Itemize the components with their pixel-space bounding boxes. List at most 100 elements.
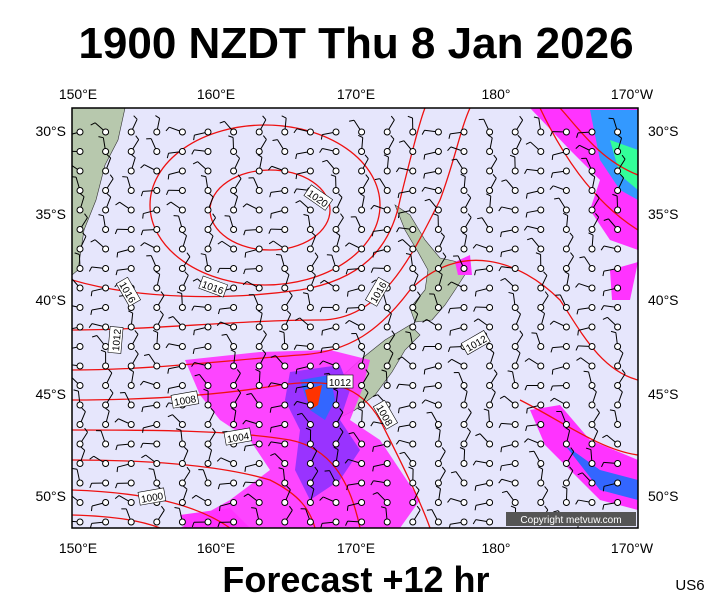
- wind-barb-feather: [210, 407, 215, 413]
- station: [76, 128, 84, 136]
- wind-barb-feather: [186, 252, 191, 257]
- station: [102, 362, 110, 370]
- isobar-label-box: [326, 374, 354, 389]
- wind-barb-feather: [501, 490, 508, 494]
- station: [383, 226, 391, 233]
- wind-barb-feather: [218, 505, 221, 512]
- station: [204, 401, 212, 409]
- station: [434, 206, 442, 214]
- station: [102, 343, 110, 350]
- wind-barb-feather: [423, 173, 426, 179]
- wind-barb-feather: [128, 310, 133, 314]
- station: [332, 440, 340, 448]
- station: [537, 382, 545, 389]
- station: [332, 206, 340, 214]
- wind-barb-feather: [268, 228, 272, 234]
- station: [511, 499, 519, 506]
- wind-barb-feather: [472, 460, 477, 466]
- station: [358, 421, 366, 428]
- wind-barb-feather: [295, 174, 298, 180]
- station: [281, 343, 289, 350]
- station: [76, 362, 84, 370]
- station: [486, 518, 494, 526]
- wind-barb-feather: [115, 445, 118, 451]
- station: [588, 499, 596, 506]
- wind-barb-feather: [72, 467, 78, 470]
- station: [76, 499, 84, 506]
- wind-barb-feather: [279, 330, 285, 333]
- isobar-label: 1004: [223, 427, 253, 446]
- wind-barb-feather: [621, 154, 626, 160]
- wind-barb-feather: [370, 267, 374, 273]
- isobars: [72, 108, 638, 528]
- station: [486, 460, 494, 467]
- wind-barb-feather: [515, 349, 521, 354]
- wind-barb-feather: [422, 346, 425, 352]
- station: [537, 421, 545, 428]
- wind-barb-feather: [372, 446, 374, 452]
- wind-barb-feather: [155, 115, 160, 119]
- station: [409, 167, 417, 175]
- wind-barb-feather: [364, 388, 369, 393]
- station: [588, 479, 596, 487]
- station: [127, 167, 135, 175]
- wind-barb-feather: [447, 281, 452, 286]
- station: [102, 440, 110, 448]
- wind-barb-feather: [114, 229, 118, 235]
- station: [562, 148, 570, 155]
- station: [281, 479, 289, 487]
- station: [127, 187, 135, 194]
- wind-barb-feather: [191, 305, 195, 311]
- wind-barb-feather: [550, 172, 554, 178]
- lat-label-left: 40°S: [35, 292, 66, 308]
- title: 1900 NZDT Thu 8 Jan 2026: [78, 19, 633, 68]
- wind-barb-feather: [533, 116, 539, 119]
- wind-barb-feather: [527, 237, 533, 241]
- station: [537, 401, 545, 409]
- wind-barb-feather: [217, 268, 221, 274]
- station: [153, 284, 161, 292]
- station: [434, 362, 442, 370]
- station: [306, 323, 314, 331]
- wind-barb-feather: [359, 193, 365, 197]
- station: [153, 479, 161, 487]
- wind-barb-feather: [577, 472, 583, 476]
- wind-barb-feather: [372, 492, 378, 495]
- station: [562, 401, 570, 409]
- wind-barb-feather: [405, 331, 411, 334]
- station: [383, 518, 391, 526]
- station: [306, 284, 314, 292]
- wind-barb-feather: [244, 252, 247, 258]
- station: [383, 148, 391, 155]
- wind-barb-feather: [348, 432, 354, 435]
- wind-barb-feather: [549, 320, 555, 325]
- wind-barb-feather: [602, 486, 605, 492]
- station: [460, 148, 468, 155]
- station: [383, 343, 391, 350]
- wind-barb-feather: [207, 446, 212, 451]
- station: [204, 440, 212, 448]
- station: [332, 323, 340, 331]
- lat-label-right: 35°S: [648, 206, 679, 222]
- copyright: Copyright metvuw.com: [520, 515, 621, 526]
- wind-barb-feather: [193, 135, 195, 141]
- station: [409, 323, 417, 331]
- station: [230, 343, 238, 350]
- wind-barb-feather: [602, 271, 605, 277]
- wind-barb-feather: [526, 408, 528, 414]
- subtitle: Forecast +12 hr: [222, 559, 489, 600]
- wind-barb-feather: [596, 408, 600, 413]
- wind-barb-feather: [267, 382, 272, 388]
- station: [588, 421, 596, 428]
- wind-barb-feather: [395, 440, 400, 445]
- station: [460, 460, 468, 467]
- station: [178, 479, 186, 487]
- model-code: US6: [675, 577, 704, 594]
- wind-barb-feather: [242, 281, 248, 286]
- wind-barb-feather: [191, 522, 195, 528]
- station: [383, 187, 391, 194]
- wind-barb-feather: [159, 310, 164, 315]
- station: [153, 226, 161, 233]
- station: [281, 421, 289, 428]
- station: [332, 421, 340, 428]
